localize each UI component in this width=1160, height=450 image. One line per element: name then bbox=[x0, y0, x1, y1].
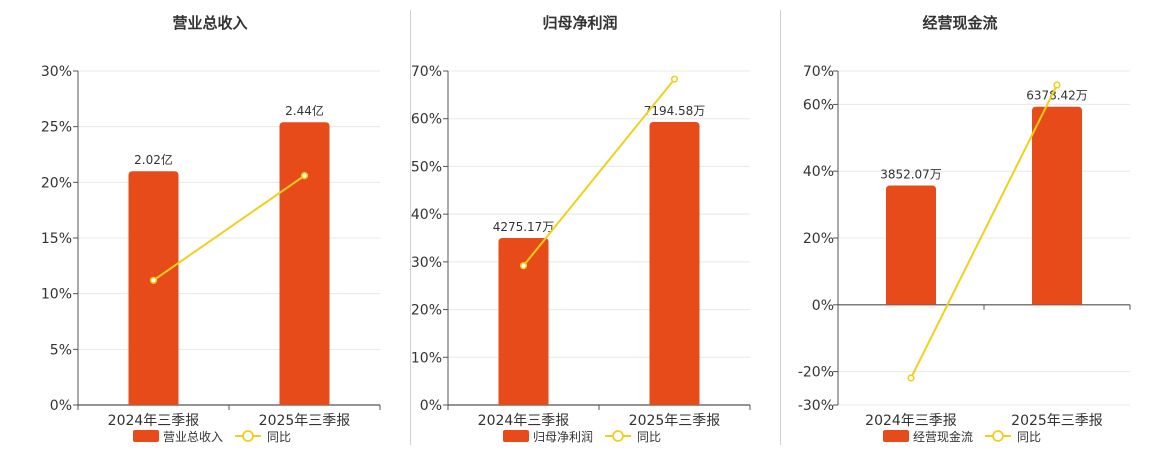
legend-bar-swatch bbox=[883, 430, 909, 442]
yoy-line bbox=[910, 84, 1058, 379]
legend-bar-label: 经营现金流 bbox=[913, 429, 973, 444]
bar-data-label: 7194.58万 bbox=[644, 104, 706, 118]
bar-data-label: 2.44亿 bbox=[285, 103, 324, 118]
bar bbox=[498, 238, 549, 405]
y-tick-label: 60% bbox=[411, 112, 442, 128]
bar bbox=[886, 185, 936, 305]
x-tick-label: 2024年三季报 bbox=[478, 413, 570, 429]
panel-divider bbox=[780, 10, 781, 445]
panel-divider bbox=[410, 10, 411, 445]
legend-bar-label: 营业总收入 bbox=[163, 430, 223, 444]
legend-bar-swatch bbox=[503, 430, 529, 442]
y-tick-label: 0% bbox=[50, 398, 72, 414]
y-tick-label: 20% bbox=[803, 231, 834, 247]
yoy-point bbox=[1053, 81, 1061, 89]
chart-revenue: 营业总收入 0% 5% 10% 15% 20% 25% 30% 2024年三季报 2025年三季报… bbox=[41, 14, 381, 444]
bar-data-label: 4275.17万 bbox=[493, 220, 555, 234]
chart-title: 归母净利润 bbox=[542, 14, 617, 32]
y-tick-label: 30% bbox=[411, 255, 442, 271]
bar bbox=[1032, 106, 1082, 305]
legend-bar-label: 归母净利润 bbox=[533, 430, 593, 444]
y-tick-label: 25% bbox=[41, 120, 72, 136]
y-tick-label: 40% bbox=[411, 207, 442, 223]
y-tick-label: 10% bbox=[411, 350, 442, 366]
yoy-line bbox=[522, 78, 676, 267]
chart-net-profit: 归母净利润 0% 10% 20% 30% 40% 50% 60% 70% 2024年三季报 2025… bbox=[411, 14, 751, 444]
yoy-point bbox=[670, 75, 679, 83]
x-tick-label: 2024年三季报 bbox=[865, 413, 957, 429]
y-tick-label: 30% bbox=[41, 64, 72, 80]
y-tick-label: 70% bbox=[803, 64, 834, 80]
y-tick-label: 0% bbox=[420, 398, 442, 414]
bar-data-label: 2.02亿 bbox=[134, 152, 173, 167]
bar-data-label: 3852.07万 bbox=[880, 168, 942, 182]
x-tick-label: 2025年三季报 bbox=[1011, 413, 1103, 429]
y-tick-label: 10% bbox=[41, 287, 72, 303]
y-tick-label: 0% bbox=[812, 298, 834, 314]
x-tick-label: 2025年三季报 bbox=[259, 413, 351, 429]
y-tick-label: -30% bbox=[798, 398, 834, 414]
chart-panel-revenue: 营业总收入 0% 5% 10% 15% 20% 25% 30% 2024年三季报 2025年三季报… bbox=[0, 0, 410, 450]
legend-line-marker bbox=[242, 430, 254, 442]
legend-line-marker bbox=[612, 430, 624, 442]
legend-line-label: 同比 bbox=[1017, 430, 1041, 444]
y-tick-label: 5% bbox=[50, 342, 72, 358]
yoy-point bbox=[300, 172, 309, 180]
x-tick-label: 2025年三季报 bbox=[629, 413, 721, 429]
y-tick-label: 60% bbox=[803, 97, 834, 113]
y-tick-label: 15% bbox=[41, 231, 72, 247]
y-tick-label: 20% bbox=[41, 175, 72, 191]
legend-line-marker bbox=[992, 430, 1004, 442]
bar bbox=[128, 171, 179, 405]
yoy-line bbox=[152, 174, 306, 282]
chart-panel-net-profit-inner: 归母净利润 0% 10% 20% 30% 40% 50% 60% 70% 2024年三季报 2025… bbox=[370, 0, 780, 450]
y-tick-label: -20% bbox=[798, 365, 834, 381]
bar bbox=[649, 122, 700, 405]
y-tick-label: 40% bbox=[803, 164, 834, 180]
y-tick-label: 20% bbox=[411, 303, 442, 319]
chart-title: 经营现金流 bbox=[922, 14, 997, 32]
legend-line-label: 同比 bbox=[267, 430, 291, 444]
yoy-point bbox=[907, 374, 915, 382]
y-tick-label: 70% bbox=[411, 64, 442, 80]
legend-line-label: 同比 bbox=[637, 430, 661, 444]
chart-panel-cash-flow: 经营现金流 -30% -20% 0% 20% 40% 60% 70% 2024年三季报 2025年… bbox=[740, 0, 1150, 450]
yoy-point bbox=[149, 276, 158, 284]
chart-title: 营业总收入 bbox=[172, 14, 247, 32]
legend-bar-swatch bbox=[133, 430, 159, 442]
bar-data-label: 6378.42万 bbox=[1026, 89, 1088, 103]
bar bbox=[279, 122, 330, 406]
x-tick-label: 2024年三季报 bbox=[108, 413, 200, 429]
chart-cash-flow: 经营现金流 -30% -20% 0% 20% 40% 60% 70% 2024年三季报 2025年… bbox=[798, 14, 1131, 444]
y-tick-label: 50% bbox=[411, 159, 442, 175]
yoy-point bbox=[519, 262, 528, 270]
